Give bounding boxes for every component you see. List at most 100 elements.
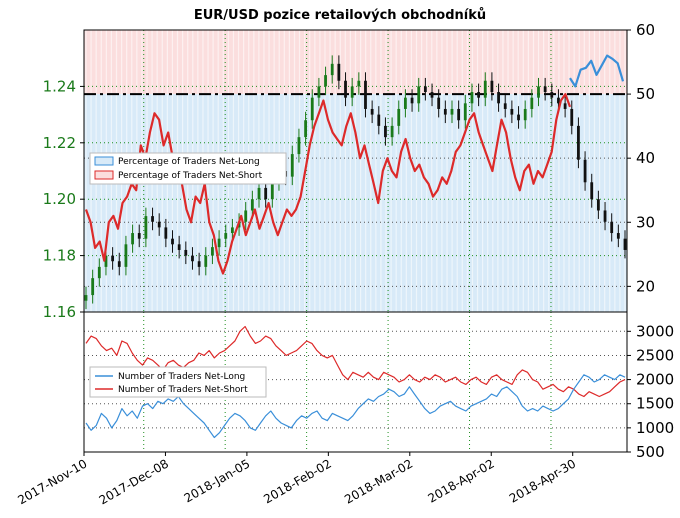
price-candle-body [264, 187, 268, 200]
price-candle-body [537, 86, 540, 98]
price-candle-body [423, 86, 427, 93]
price-candle-body [177, 244, 181, 250]
price-candle-body [563, 103, 567, 109]
price-candle-body [137, 233, 141, 239]
bottom-panel: 500 1000 1500 2000 2500 3000 Number of Trader… [83, 311, 674, 461]
price-candle-body [410, 97, 414, 104]
price-candle-body [124, 244, 128, 267]
count-tick-label: 1000 [636, 419, 674, 437]
bottom-grid [84, 312, 627, 452]
date-tick-label: 2018-Mar-02 [342, 456, 415, 506]
bottom-legend: Number of Traders Net-Long Number of Tra… [89, 366, 267, 398]
price-candle-body [184, 249, 188, 256]
percentage-lines [84, 54, 625, 275]
chart-title: EUR/USD pozice retailových obchodníků [194, 8, 486, 23]
date-tick-label: 2018-Feb-02 [261, 456, 334, 506]
price-candle-body [270, 182, 274, 200]
price-candle-body [517, 114, 520, 121]
price-candle-body [616, 233, 620, 239]
price-candle-body [577, 125, 580, 160]
top-legend: Percentage of Traders Net-Long Percentag… [89, 152, 287, 185]
price-candle-body [310, 97, 314, 121]
price-candle-body [204, 255, 208, 267]
count-tick-label: 500 [636, 443, 665, 461]
price-candle-body [97, 266, 101, 279]
price-candle-body [550, 92, 554, 98]
net-short-percentage-line [84, 93, 572, 275]
price-candle-body [603, 210, 607, 222]
count-tick-label: 2500 [636, 346, 674, 364]
price-candle-body [151, 216, 154, 222]
price-candle-body [450, 108, 454, 115]
price-candle-body [191, 255, 194, 262]
price-candle-body [443, 108, 447, 115]
price-candle-body [224, 233, 228, 239]
price-tick-label: 1.16 [43, 303, 76, 321]
price-candle-body [257, 187, 261, 200]
price-candle-body [596, 199, 600, 211]
price-candle-body [357, 80, 361, 87]
legend-swatch-net-long [94, 156, 114, 166]
price-candle-body [390, 125, 394, 138]
price-tick-label: 1.20 [43, 190, 76, 208]
legend-swatch-net-short [94, 170, 114, 180]
percentage-tick-label: 40 [636, 149, 655, 167]
price-candle-body [344, 80, 347, 98]
price-candle-body [570, 108, 574, 126]
price-candle-body [543, 86, 547, 93]
price-tick-label: 1.24 [43, 77, 76, 95]
top-panel: 1.16 1.18 1.20 1.22 1.24 20 30 40 50 60 Percenta… [43, 21, 656, 321]
price-candle-body [483, 80, 487, 98]
count-axis: 500 1000 1500 2000 2500 3000 [627, 322, 674, 461]
date-axis: 2017-Nov-10 2017-Dec-08 2018-Jan-05 2018-Fe… [15, 452, 578, 507]
price-candle-body [457, 108, 461, 121]
percentage-tick-label: 30 [636, 213, 655, 231]
price-candle-body [463, 103, 467, 121]
price-candle-body [364, 80, 367, 109]
date-tick-label: 2018-Apr-02 [425, 456, 496, 505]
price-candle-body [84, 295, 88, 301]
count-tick-label: 2000 [636, 371, 674, 389]
price-candle-body [164, 227, 168, 239]
price-axis: 1.16 1.18 1.20 1.22 1.24 [43, 77, 84, 321]
price-candle-body [417, 86, 421, 104]
percentage-tick-label: 50 [636, 85, 655, 103]
price-candle-body [324, 75, 327, 87]
percentage-tick-label: 60 [636, 21, 655, 39]
price-candle-body [171, 238, 174, 245]
price-candle-body [557, 97, 560, 104]
price-candle-body [477, 92, 481, 98]
price-candle-body [131, 233, 134, 245]
price-candle-body [250, 199, 254, 211]
bottom-plot-frame [83, 311, 628, 453]
legend-label-count-short: Number of Traders Net-Short [118, 385, 248, 395]
price-candle-body [523, 108, 527, 121]
price-candle-body [490, 80, 494, 93]
count-tick-label: 1500 [636, 395, 674, 413]
count-tick-label: 3000 [636, 322, 674, 340]
legend-box [89, 152, 287, 185]
price-candle-body [91, 278, 95, 296]
date-tick-label: 2017-Dec-08 [97, 456, 171, 507]
date-tick-label: 2018-Jan-05 [182, 456, 253, 505]
price-candle-body [430, 92, 434, 98]
price-candle-body [330, 63, 334, 76]
price-candle-body [217, 238, 221, 248]
price-candle-body [510, 108, 514, 115]
price-candle-body [111, 255, 115, 262]
price-candle-body [297, 137, 301, 155]
date-tick-label: 2018-Apr-30 [507, 456, 578, 505]
price-candle-body [470, 92, 474, 104]
price-candle-body [503, 103, 507, 109]
price-candle-body [583, 159, 587, 183]
price-candle-body [230, 227, 234, 234]
legend-label-net-long: Percentage of Traders Net-Long [118, 157, 260, 167]
price-candle-body [437, 97, 441, 109]
price-tick-label: 1.18 [43, 247, 76, 265]
net-short-count-line [85, 325, 626, 398]
price-candle-body [370, 108, 374, 115]
price-candle-body [157, 221, 161, 228]
net-long-count-line [85, 374, 626, 439]
price-candle-body [530, 97, 534, 109]
